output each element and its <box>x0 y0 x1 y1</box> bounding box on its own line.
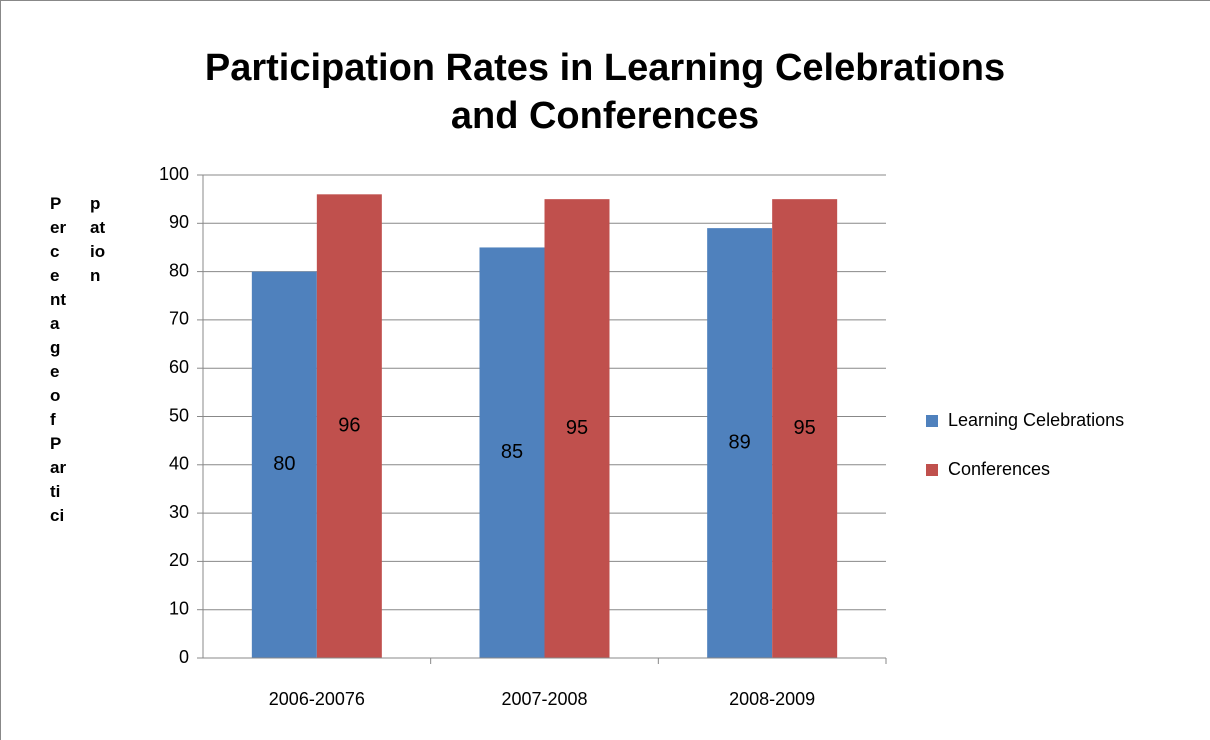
y-tick-label: 70 <box>169 309 189 329</box>
value-label: 89 <box>729 431 751 453</box>
y-axis-label: Percentage of Participation <box>50 194 106 525</box>
value-label: 85 <box>501 441 523 463</box>
bar <box>251 271 317 658</box>
x-tick-label: 2008-2009 <box>729 689 815 709</box>
bar <box>316 194 382 658</box>
value-label: 96 <box>338 414 360 436</box>
y-tick-label: 10 <box>169 598 189 618</box>
bar <box>707 228 773 658</box>
legend-swatch <box>926 415 938 427</box>
y-tick-label: 50 <box>169 405 189 425</box>
y-tick-label: 40 <box>169 454 189 474</box>
y-tick-label: 100 <box>159 164 189 184</box>
bar <box>479 247 545 658</box>
y-tick-label: 0 <box>179 647 189 667</box>
legend-label: Conferences <box>948 459 1050 479</box>
value-label: 95 <box>794 417 816 439</box>
y-tick-label: 90 <box>169 212 189 232</box>
x-tick-label: 2007-2008 <box>501 689 587 709</box>
y-tick-label: 30 <box>169 502 189 522</box>
y-tick-label: 60 <box>169 357 189 377</box>
value-label: 80 <box>273 453 295 475</box>
x-tick-label: 2006-20076 <box>269 689 365 709</box>
y-tick-label: 20 <box>169 550 189 570</box>
y-tick-label: 80 <box>169 260 189 280</box>
value-label: 95 <box>566 417 588 439</box>
chart-title: Participation Rates in Learning Celebrat… <box>205 47 1005 137</box>
bar <box>772 199 838 658</box>
legend-label: Learning Celebrations <box>948 410 1124 430</box>
legend-swatch <box>926 464 938 476</box>
bar <box>544 199 610 658</box>
